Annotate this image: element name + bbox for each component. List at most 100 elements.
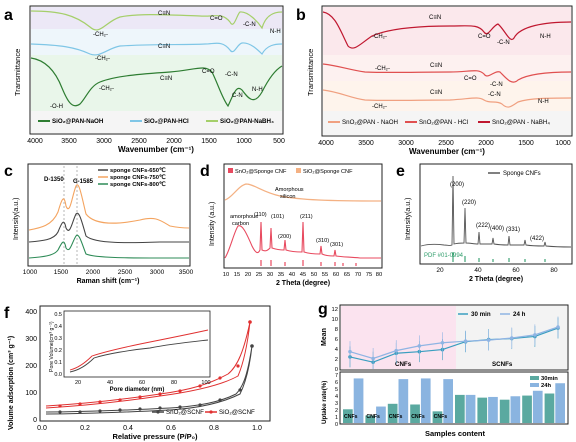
panel-g-top-point-1-0 (348, 349, 352, 354)
panel-b-annot-2: C=O (478, 34, 491, 40)
panel-g-top-ytick-5: 10 (332, 317, 338, 323)
panel-g-bottom-ytick-7: 7 (335, 373, 338, 379)
panel-a-band-low (31, 55, 282, 111)
panel-c-peak-g: G-1585 (73, 179, 94, 185)
panel-f-inset-ytick-4: 0.4 (54, 324, 62, 330)
panel-b-xtick-3: 2500 (438, 140, 454, 147)
panel-g-top-legend-1: 24 h (513, 311, 526, 318)
panel-a-band-mid (31, 29, 282, 55)
panel-e-legend-0: Sponge CNFs (503, 171, 541, 177)
panel-f-xticks: 0.0 0.2 0.4 0.6 0.8 1.0 (37, 425, 262, 432)
panel-d-ref-ticks (260, 260, 357, 266)
panel-b-xlabel: Wavenumber (cm⁻¹) (409, 147, 485, 156)
panel-f: f 0 100 200 300 400 SnO₂@SCNF SiO₂@SCNF … (4, 305, 271, 441)
panel-e-xtick-1: 40 (474, 267, 482, 274)
panel-d-xtick-5: 35 (278, 272, 284, 278)
panel-g-top-ylabel: Mean (321, 328, 328, 346)
panel-e-pdf: PDF #01-0994 (424, 253, 464, 259)
panel-g-bottom-bar-1-0 (353, 378, 364, 423)
panel-b-annot-3: -C-N (497, 40, 510, 46)
panel-g-top-point-1-4 (440, 340, 445, 345)
panel-d-xtick-6: 40 (289, 272, 295, 278)
panel-f-markers-sno2 (58, 344, 254, 414)
panel-g-bottom-bar-0-7 (499, 399, 510, 423)
panel-e-peak-2: (222) (476, 223, 490, 229)
panel-b-ylabel: Transmittance (306, 49, 315, 96)
panel-a-legend-0: SiO₂@PAN-NaOH (52, 118, 104, 125)
panel-b-annot-4: N-H (540, 34, 551, 40)
panel-b-curve-naoh (322, 89, 572, 108)
panel-b-xtick-5: 1500 (518, 140, 534, 147)
panel-f-inset-ylabel: Pore Volume(cm³ g⁻¹) (49, 321, 55, 372)
panel-g-region-cnfs (341, 306, 456, 369)
panel-g-bottom-bar-1-7 (510, 396, 521, 423)
panel-b-xticks: 4000 3500 3000 2500 2000 1500 1000 (318, 140, 571, 147)
panel-f-xtick-5: 1.0 (252, 425, 262, 432)
panel-g-bottom-bar-label-4: CNFs (434, 414, 448, 420)
panel-a-curve-nabh4 (30, 10, 283, 31)
panel-g-bottom-bar-0-0 (343, 409, 353, 423)
panel-e-xlabel: 2 Theta (degree) (469, 276, 523, 283)
panel-g-top-line-1 (349, 326, 559, 360)
panel-e-ylabel: Intensity(a.u.) (405, 198, 412, 240)
panel-f-inset-xtick-2: 60 (139, 380, 145, 386)
panel-g-bottom-bar-1-4 (443, 379, 453, 423)
panel-g-top-point-1-8 (533, 333, 537, 337)
panel-g-region-label-0: CNFs (395, 361, 412, 368)
panel-d-xtick-13: 75 (366, 272, 372, 278)
panel-g-bottom-ytick-2: 2 (335, 408, 338, 414)
panel-g-bottom-ytick-1: 1 (335, 415, 338, 421)
panel-c-xtick-3: 2500 (118, 269, 133, 276)
panel-e-peak-1: (220) (462, 200, 476, 206)
panel-g-bottom-bar-0-3 (410, 404, 420, 423)
panel-e-ref-ticks (452, 252, 546, 262)
panel-g-top-ytick-3: 6 (335, 337, 338, 343)
panel-b: b -CH₂- C≡N C=O -C-N N-H -CH₂- C≡N C=O -… (296, 5, 573, 156)
panel-c-legend-1: sponge CNFs-750℃ (110, 174, 166, 181)
panel-a-band-legend (31, 111, 282, 133)
panel-b-annot-1: C≡N (429, 15, 441, 21)
panel-b-xtick-1: 3500 (358, 140, 374, 147)
panel-d-xtick-7: 45 (300, 272, 306, 278)
panel-g-top-marks (348, 316, 560, 369)
panel-b-annot-7: C=O (464, 76, 477, 82)
panel-g-top-legend-0: 30 min (471, 311, 491, 318)
panel-f-xtick-3: 0.6 (166, 425, 176, 432)
panel-g: g CNFs SCNFs 30 min 24 h 0 2 4 6 8 10 12… (318, 301, 569, 438)
panel-d-xtick-8: 50 (311, 272, 317, 278)
panel-g-top-ytick-6: 12 (332, 307, 338, 313)
panel-d-xtick-11: 65 (344, 272, 350, 278)
panel-c-xlabel: Raman shift (cm⁻¹) (77, 278, 140, 285)
panel-g-bottom-bar-label-1: CNFs (366, 414, 380, 420)
panel-g-top-ytick-0: 0 (335, 367, 338, 373)
panel-a-xtick-2: 3000 (96, 138, 112, 145)
panel-d-xtick-0: 10 (223, 272, 229, 278)
panel-d-xtick-2: 20 (245, 272, 251, 278)
panel-a-xtick-7: 500 (273, 138, 285, 145)
panel-d-label-6: (200) (278, 234, 291, 240)
panel-g-bottom-bar-0-8 (522, 395, 532, 423)
panel-f-xtick-1: 0.2 (80, 425, 90, 432)
panel-a-annot-0: -CH₂- (93, 32, 108, 38)
panel-g-top-point-1-3 (417, 344, 422, 348)
panel-f-inset-yticks: 0.0 0.1 0.2 0.3 0.4 0.5 (54, 312, 62, 378)
panel-g-bottom-bar-0-4 (432, 411, 443, 423)
panel-a-annot-11: C-N (232, 93, 243, 99)
panel-g-bottom-bar-0-1 (365, 415, 376, 423)
panel-a-xticks: 4000 3500 3000 2500 2000 1500 1000 500 (27, 138, 285, 145)
panel-d-label-3: carbon (232, 221, 249, 227)
panel-a-xtick-5: 1500 (201, 138, 217, 145)
panel-g-top-point-1-1 (371, 356, 375, 361)
panel-b-legend-0: SnO₂@PAN - NaOH (342, 119, 398, 126)
panel-g-top-ytick-1: 2 (335, 357, 338, 363)
panel-d-label-4: (110) (254, 212, 267, 218)
panel-g-top-line-0 (349, 327, 559, 363)
panel-f-letter: f (4, 305, 10, 322)
panel-b-band-top (323, 7, 571, 55)
panel-f-inset-xtick-0: 20 (75, 380, 81, 386)
panel-a-xtick-4: 2000 (166, 138, 182, 145)
panel-a-curve-naoh (30, 57, 283, 108)
panel-b-annot-11: -C-N (488, 92, 501, 98)
panel-e-peak-4: (331) (506, 227, 520, 233)
panel-a-xlabel: Wavenumber (cm⁻¹) (118, 145, 194, 154)
